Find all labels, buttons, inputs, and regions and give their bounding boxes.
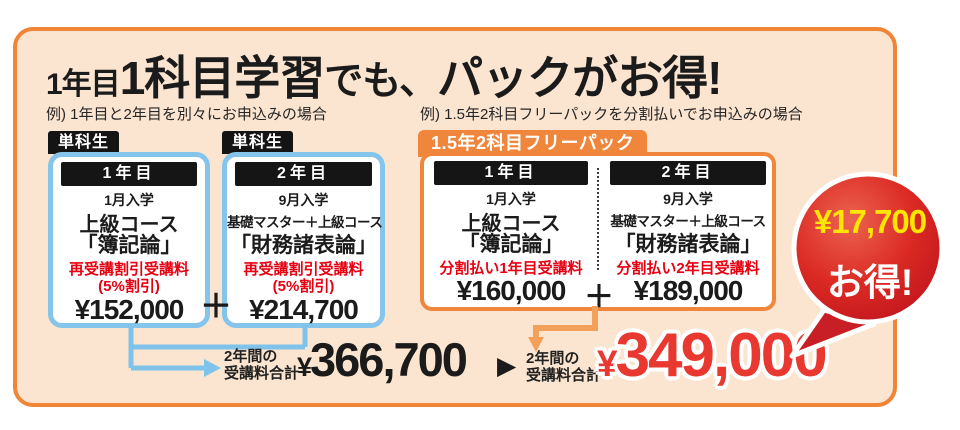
course-name-line2: 「簿記論」	[458, 233, 564, 256]
separate-total-bracket-arrow	[128, 324, 308, 377]
pack-example-caption: 例) 1.5年2科目フリーパックを分割払いでお申込みの場合	[420, 106, 803, 123]
course-price: ¥160,000	[456, 275, 567, 306]
discount-note-line2: (5%割引)	[272, 278, 335, 295]
separate-total-price: ¥366,700	[297, 332, 468, 387]
entry-month: 1月入学	[104, 192, 154, 208]
entry-month: 9月入学	[663, 191, 713, 207]
savings-badge-bubble	[789, 171, 945, 359]
pack-total-label: 2年間の 受講料合計	[526, 350, 601, 384]
yen-symbol: ¥	[597, 343, 618, 384]
separate-total-label: 2年間の 受講料合計	[224, 348, 299, 382]
total-label-line1: 2年間の	[526, 350, 580, 367]
discount-note-line2: (5%割引)	[98, 278, 160, 295]
title-mid: でも、	[324, 60, 438, 103]
course-price: ¥189,000	[633, 275, 744, 306]
course-name-line1: 基礎マスター＋上級コース	[610, 214, 766, 229]
entry-month: 9月入学	[278, 192, 329, 208]
pack-column-year1: 1年目 1月入学 上級コース 「簿記論」 分割払い1年目受講料 ¥160,000	[430, 156, 592, 307]
page-title: 1年目 1科目学習 でも、 パックがお得!	[46, 42, 722, 108]
total-label-line1: 2年間の	[224, 348, 278, 365]
total-amount: 366,700	[310, 333, 468, 386]
pack-total-arrow	[528, 306, 598, 352]
year-header: 2年目	[235, 162, 372, 186]
yen-symbol: ¥	[297, 352, 312, 382]
installment-note: 分割払い2年目受講料	[616, 260, 760, 277]
course-name-line2: 「財務諸表論」	[614, 233, 762, 256]
separate-example-caption: 例) 1年目と2年目を別々にお申込みの場合	[46, 106, 327, 123]
title-big1: 1科目学習	[119, 52, 326, 104]
course-name-line1: 上級コース	[461, 213, 561, 235]
pack-column-year2: 2年目 9月入学 基礎マスター＋上級コース 「財務諸表論」 分割払い2年目受講料…	[606, 156, 770, 307]
single-course-tag-year2: 単科生	[222, 131, 294, 154]
comparison-pointer-icon: ▶	[497, 352, 517, 380]
course-box-year2: 2年目 9月入学 基礎マスター＋上級コース 「財務諸表論」 再受講割引受講料 (…	[222, 152, 385, 328]
badge-circle	[791, 171, 945, 325]
total-label-line2: 受講料合計	[526, 367, 602, 384]
entry-month: 1月入学	[486, 191, 536, 207]
total-label-line2: 受講料合計	[224, 365, 300, 382]
year-header: 1年目	[61, 162, 197, 186]
free-pack-box: 1年目 1月入学 上級コース 「簿記論」 分割払い1年目受講料 ¥160,000…	[420, 152, 776, 314]
course-price: ¥214,700	[249, 294, 359, 325]
course-name-line1: 上級コース	[79, 214, 179, 236]
savings-amount: ¥17,700	[813, 203, 927, 240]
course-name-line1: 基礎マスター＋上級コース	[227, 215, 383, 230]
savings-label: お得!	[826, 262, 914, 303]
discount-note-line1: 再受講割引受講料	[243, 261, 364, 278]
installment-note: 分割払い1年目受講料	[439, 260, 583, 277]
plus-sign: ＋	[584, 281, 614, 314]
single-course-tag-year1: 単科生	[48, 131, 120, 154]
right-arrowhead-icon	[204, 359, 221, 377]
column-divider	[597, 168, 599, 270]
title-prefix: 1年目	[46, 68, 121, 101]
plus-sign: ＋	[199, 288, 232, 324]
course-name-line2: 「簿記論」	[76, 234, 182, 257]
discount-note-line1: 再受講割引受講料	[68, 261, 189, 278]
course-name-line2: 「財務諸表論」	[230, 234, 377, 257]
course-box-year1: 1年目 1月入学 上級コース 「簿記論」 再受講割引受講料 (5%割引) ¥15…	[48, 152, 210, 328]
course-price: ¥152,000	[74, 294, 185, 325]
title-big2: パックがお得!	[437, 52, 722, 104]
year-header: 2年目	[610, 161, 766, 185]
down-arrowhead-icon	[528, 337, 544, 352]
year-header: 1年目	[434, 161, 588, 185]
